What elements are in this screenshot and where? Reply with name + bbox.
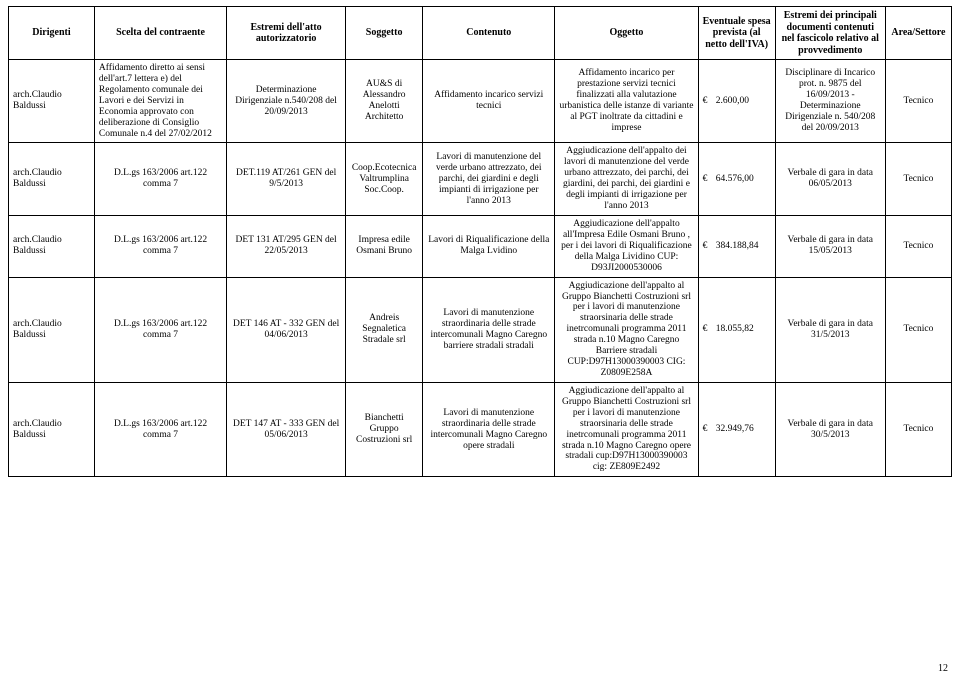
cell-contenuto: Lavori di Riqualificazione della Malga L… [423,215,555,277]
header-scelta: Scelta del contraente [94,7,226,60]
cell-oggetto: Aggiudicazione dell'appalto al Gruppo Bi… [555,382,698,476]
cell-soggetto: Andreis Segnaletica Stradale srl [346,277,423,382]
cell-oggetto: Aggiudicazione dell'appalto al Gruppo Bi… [555,277,698,382]
cell-oggetto: Aggiudicazione dell'appalto dei lavori d… [555,143,698,216]
cell-area: Tecnico [885,382,951,476]
cell-scelta: D.L.gs 163/2006 art.122 comma 7 [94,143,226,216]
table-header: Dirigenti Scelta del contraente Estremi … [9,7,952,60]
cell-documenti: Disciplinare di Incarico prot. n. 9875 d… [775,60,885,143]
cell-documenti: Verbale di gara in data 06/05/2013 [775,143,885,216]
cell-scelta: D.L.gs 163/2006 art.122 comma 7 [94,215,226,277]
table-row: arch.Claudio Baldussi D.L.gs 163/2006 ar… [9,215,952,277]
cell-dirigenti: arch.Claudio Baldussi [9,215,95,277]
cell-estremi: Determinazione Dirigenziale n.540/208 de… [227,60,346,143]
header-estremi-atto: Estremi dell'atto autorizzatorio [227,7,346,60]
cell-contenuto: Lavori di manutenzione del verde urbano … [423,143,555,216]
table-row: arch.Claudio Baldussi Affidamento dirett… [9,60,952,143]
table-row: arch.Claudio Baldussi D.L.gs 163/2006 ar… [9,143,952,216]
cell-spesa: € 2.600,00 [698,60,775,143]
cell-area: Tecnico [885,215,951,277]
cell-dirigenti: arch.Claudio Baldussi [9,382,95,476]
amount: 18.055,82 [710,324,754,335]
page: Dirigenti Scelta del contraente Estremi … [0,0,960,678]
header-area: Area/Settore [885,7,951,60]
amount: 64.576,00 [710,174,754,185]
cell-oggetto: Affidamento incarico per prestazione ser… [555,60,698,143]
header-oggetto: Oggetto [555,7,698,60]
cell-documenti: Verbale di gara in data 31/5/2013 [775,277,885,382]
cell-contenuto: Lavori di manutenzione straordinaria del… [423,382,555,476]
table-row: arch.Claudio Baldussi D.L.gs 163/2006 ar… [9,277,952,382]
cell-soggetto: Coop.Ecotecnica Valtrumplina Soc.Coop. [346,143,423,216]
data-table: Dirigenti Scelta del contraente Estremi … [8,6,952,477]
header-soggetto: Soggetto [346,7,423,60]
header-dirigenti: Dirigenti [9,7,95,60]
cell-documenti: Verbale di gara in data 30/5/2013 [775,382,885,476]
cell-spesa: € 64.576,00 [698,143,775,216]
cell-dirigenti: arch.Claudio Baldussi [9,277,95,382]
table-row: arch.Claudio Baldussi D.L.gs 163/2006 ar… [9,382,952,476]
cell-dirigenti: arch.Claudio Baldussi [9,143,95,216]
cell-spesa: € 18.055,82 [698,277,775,382]
amount: 2.600,00 [710,96,749,107]
cell-estremi: DET.119 AT/261 GEN del 9/5/2013 [227,143,346,216]
amount: 384.188,84 [710,241,759,252]
currency-symbol: € [703,96,708,107]
cell-estremi: DET 146 AT - 332 GEN del 04/06/2013 [227,277,346,382]
table-body: arch.Claudio Baldussi Affidamento dirett… [9,60,952,477]
cell-contenuto: Lavori di manutenzione straordinaria del… [423,277,555,382]
cell-soggetto: Impresa edile Osmani Bruno [346,215,423,277]
header-documenti: Estremi dei principali documenti contenu… [775,7,885,60]
cell-soggetto: AU&S di Alessandro Anelotti Architetto [346,60,423,143]
cell-oggetto: Aggiudicazione dell'appalto all'Impresa … [555,215,698,277]
currency-symbol: € [703,324,708,335]
cell-area: Tecnico [885,60,951,143]
cell-contenuto: Affidamento incarico servizi tecnici [423,60,555,143]
currency-symbol: € [703,241,708,252]
cell-estremi: DET 131 AT/295 GEN del 22/05/2013 [227,215,346,277]
currency-symbol: € [703,174,708,185]
cell-spesa: € 384.188,84 [698,215,775,277]
currency-symbol: € [703,424,708,435]
header-spesa: Eventuale spesa prevista (al netto dell'… [698,7,775,60]
cell-scelta: D.L.gs 163/2006 art.122 comma 7 [94,382,226,476]
cell-soggetto: Bianchetti Gruppo Costruzioni srl [346,382,423,476]
cell-documenti: Verbale di gara in data 15/05/2013 [775,215,885,277]
header-row: Dirigenti Scelta del contraente Estremi … [9,7,952,60]
cell-area: Tecnico [885,143,951,216]
amount: 32.949,76 [710,424,754,435]
page-number: 12 [938,663,948,674]
cell-spesa: € 32.949,76 [698,382,775,476]
cell-dirigenti: arch.Claudio Baldussi [9,60,95,143]
cell-scelta: Affidamento diretto ai sensi dell'art.7 … [94,60,226,143]
cell-scelta: D.L.gs 163/2006 art.122 comma 7 [94,277,226,382]
cell-area: Tecnico [885,277,951,382]
cell-estremi: DET 147 AT - 333 GEN del 05/06/2013 [227,382,346,476]
header-contenuto: Contenuto [423,7,555,60]
